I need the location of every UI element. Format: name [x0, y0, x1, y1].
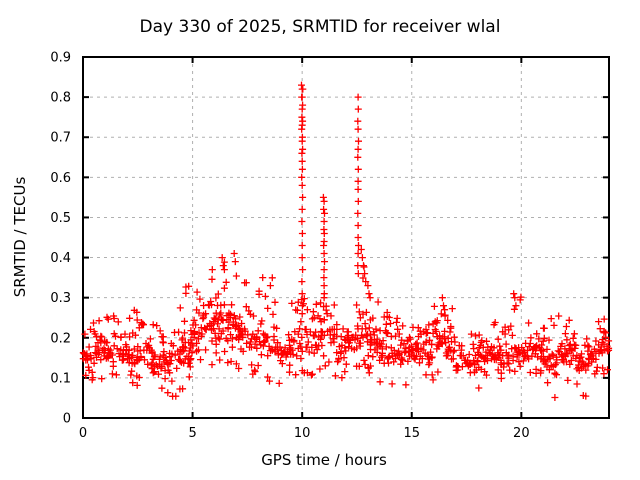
y-tick-label: 0.6	[50, 171, 71, 186]
y-tick-label: 0.5	[50, 211, 71, 226]
x-axis-label: GPS time / hours	[261, 451, 387, 469]
x-tick-label: 0	[79, 426, 87, 441]
scatter-points	[79, 81, 613, 401]
y-tick-label: 0.4	[50, 251, 71, 266]
y-tick-label: 0.3	[50, 291, 71, 306]
x-tick-label: 10	[294, 426, 311, 441]
y-tick-label: 0.1	[50, 371, 71, 386]
y-tick-label: 0	[63, 412, 71, 427]
x-tick-label: 15	[403, 426, 420, 441]
x-tick-label: 5	[188, 426, 196, 441]
y-tick-label: 0.8	[50, 91, 71, 106]
x-tick-label: 20	[513, 426, 530, 441]
y-axis-label: SRMTID / TECUs	[11, 176, 29, 298]
y-tick-label: 0.9	[50, 51, 71, 66]
y-tick-label: 0.2	[50, 331, 71, 346]
chart-title: Day 330 of 2025, SRMTID for receiver wla…	[139, 17, 501, 37]
y-tick-label: 0.7	[50, 131, 71, 146]
